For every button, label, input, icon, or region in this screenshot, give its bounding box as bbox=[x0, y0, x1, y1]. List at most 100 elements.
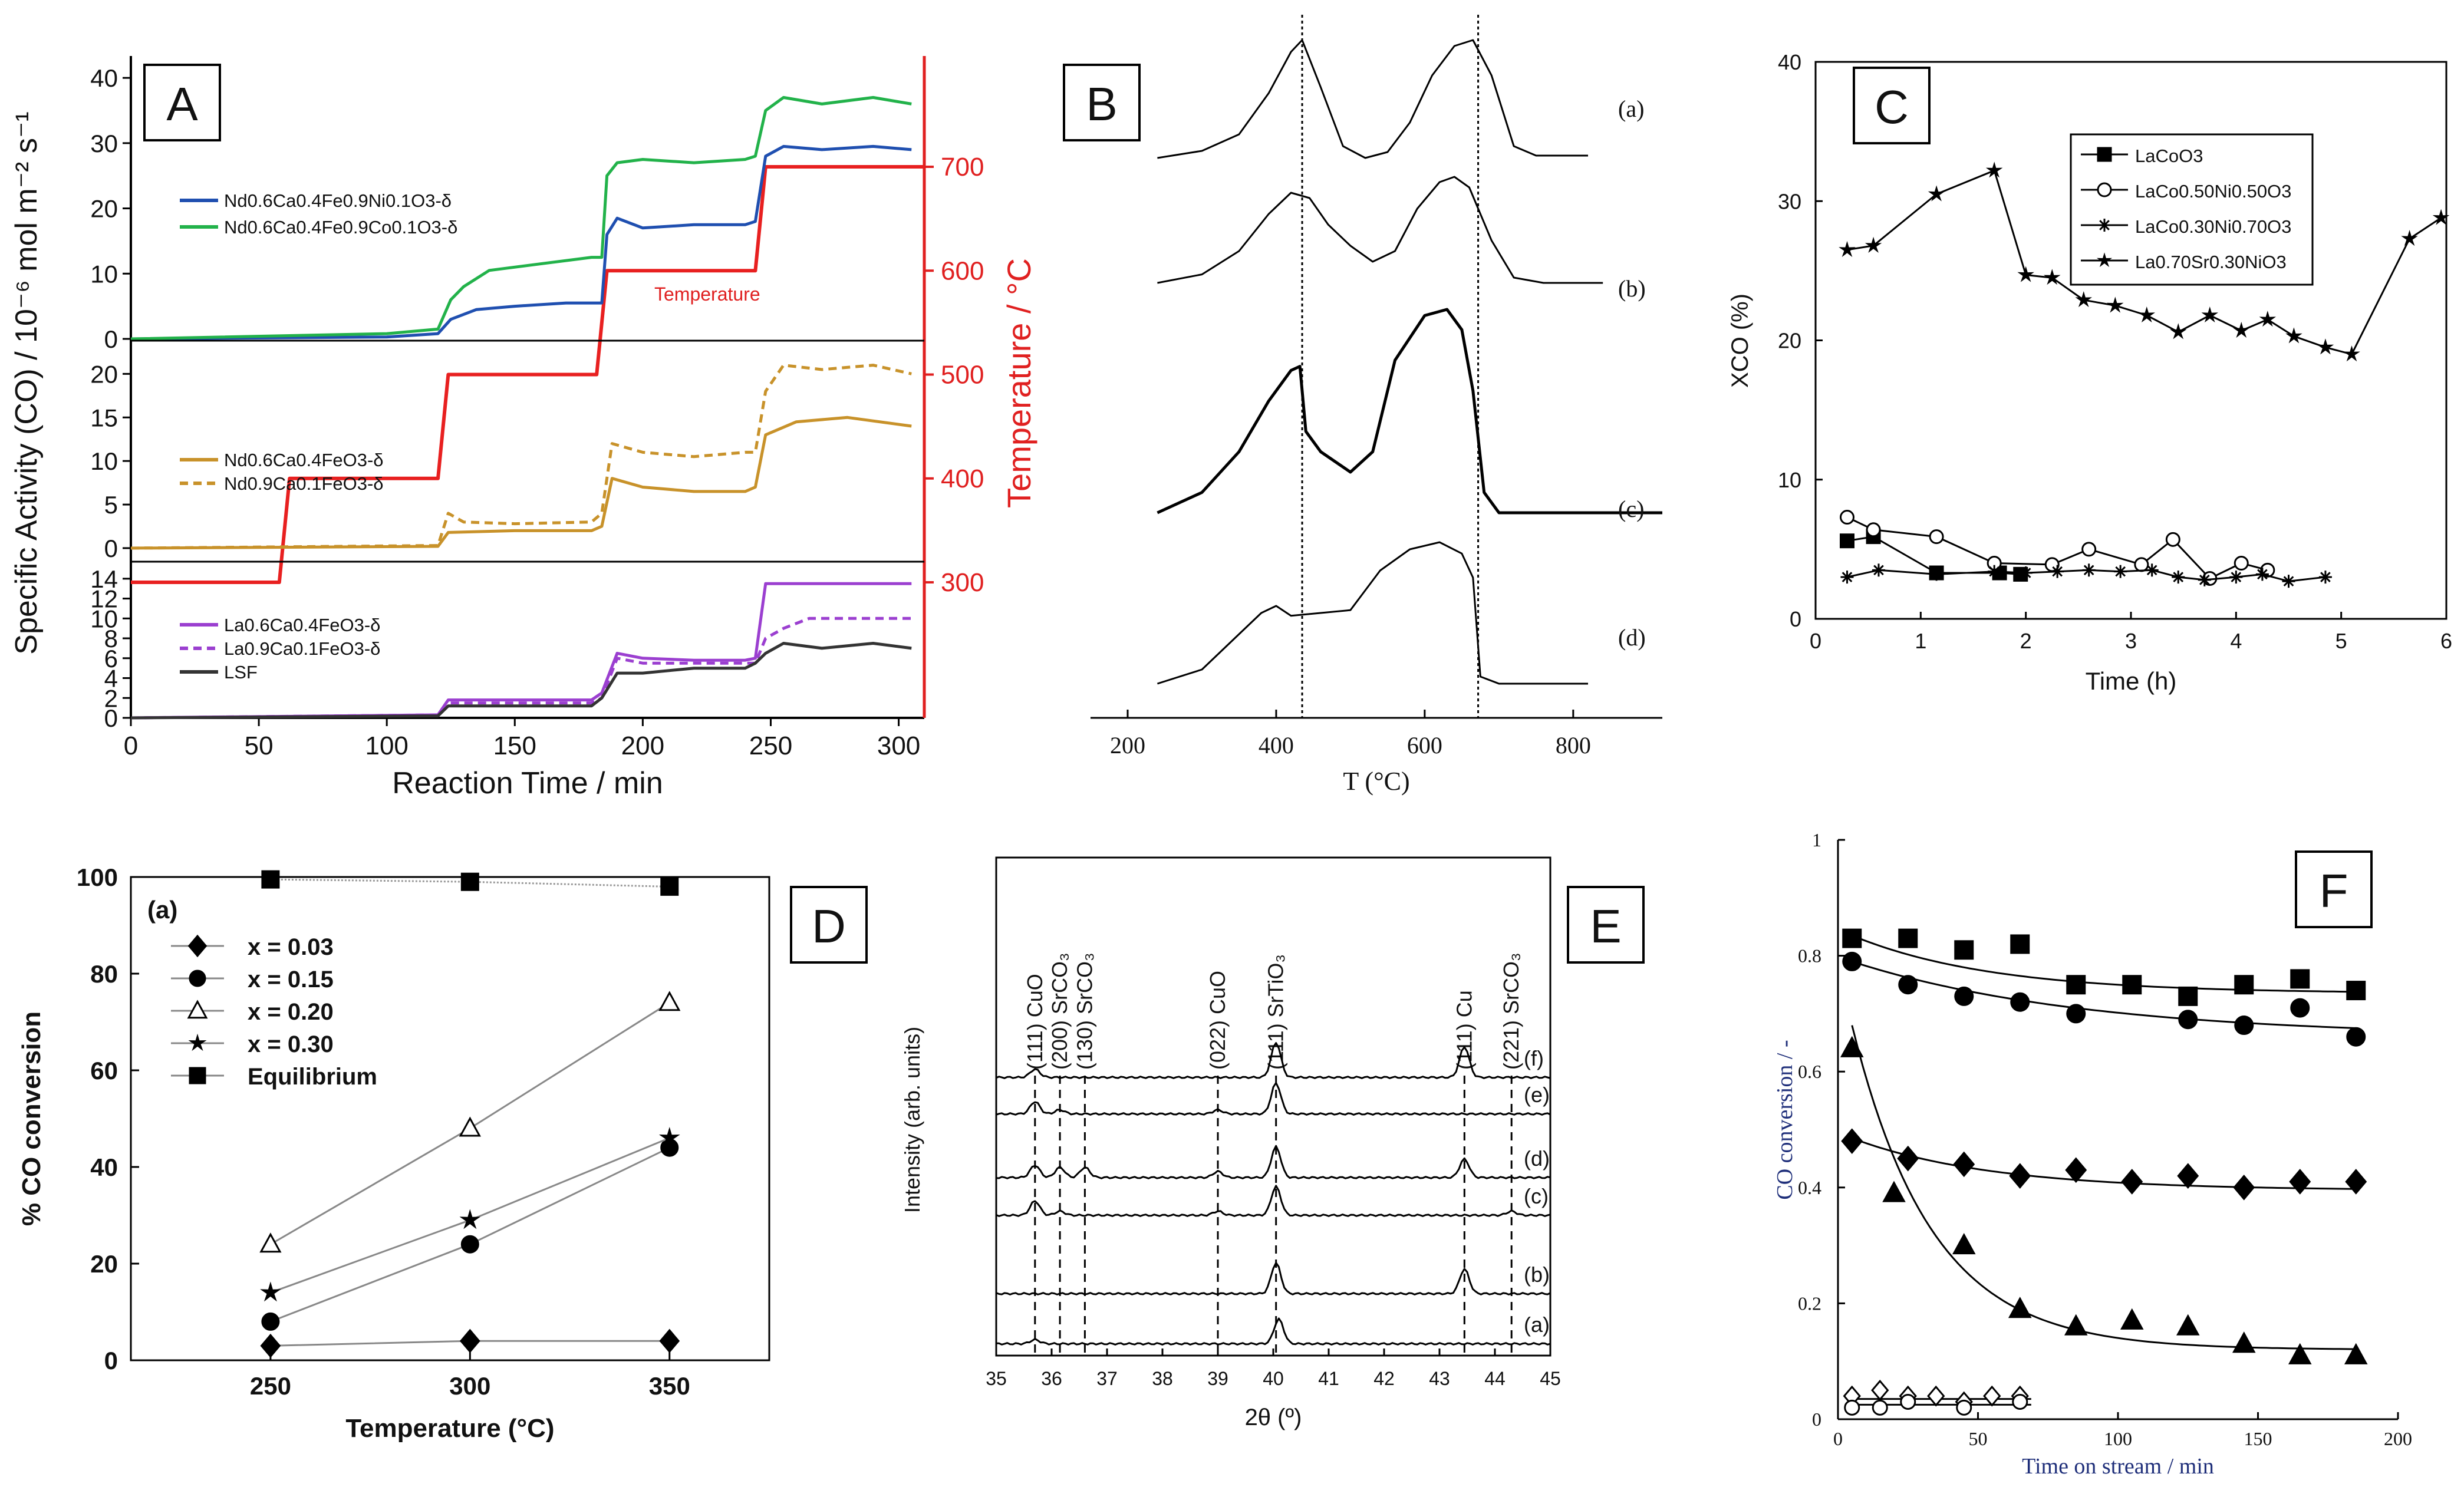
asterisk-stroke bbox=[2173, 572, 2184, 582]
data-point bbox=[1844, 1399, 1860, 1416]
x-tick-label: 0 bbox=[1833, 1428, 1843, 1449]
data-point bbox=[2019, 566, 2033, 580]
data-point bbox=[1988, 565, 2001, 578]
panel-label-box bbox=[2295, 850, 2373, 928]
asterisk-stroke bbox=[2083, 565, 2094, 576]
data-point bbox=[2346, 1027, 2366, 1047]
x-axis-title: Time on stream / min bbox=[2022, 1454, 2214, 1479]
series-line bbox=[130, 144, 912, 341]
data-point bbox=[2234, 1015, 2254, 1036]
x-tick-label: 100 bbox=[365, 731, 408, 760]
y-tick-label: 0.2 bbox=[1798, 1293, 1821, 1314]
series-line bbox=[996, 1317, 1551, 1346]
data-point bbox=[2012, 1394, 2028, 1410]
data-point bbox=[2318, 571, 2332, 584]
peak-label: (111) CuO bbox=[1023, 974, 1047, 1070]
data-point bbox=[1840, 510, 1854, 525]
panel-label: D bbox=[812, 900, 846, 952]
data-point bbox=[2289, 1169, 2311, 1195]
data-point bbox=[2259, 311, 2277, 327]
asterisk-stroke bbox=[2257, 569, 2268, 580]
asterisk-stroke bbox=[2320, 572, 2331, 582]
y-tick-label: 30 bbox=[1778, 189, 1801, 213]
data-point bbox=[1930, 568, 1943, 581]
legend-marker bbox=[2096, 252, 2113, 268]
panel-label: E bbox=[1590, 900, 1621, 952]
data-point bbox=[1898, 928, 1918, 948]
y-tick-label: 20 bbox=[90, 360, 118, 388]
data-point bbox=[460, 1235, 479, 1254]
x-tick-label: 40 bbox=[1263, 1368, 1284, 1389]
peak-label: (221) SrCO₃ bbox=[1499, 952, 1523, 1070]
data-point bbox=[2176, 1314, 2200, 1336]
y-tick-label: 12 bbox=[90, 585, 118, 613]
y-tick-label: 0 bbox=[104, 535, 118, 562]
y-tick-label: 0 bbox=[104, 325, 118, 353]
x-tick-label: 200 bbox=[2384, 1428, 2412, 1449]
legend-label: LaCo0.50Ni0.50O3 bbox=[2135, 181, 2291, 202]
x-tick-label: 0 bbox=[124, 731, 138, 760]
curve-label: (c) bbox=[1524, 1184, 1549, 1208]
data-point bbox=[2064, 1314, 2088, 1336]
data-point bbox=[1882, 1181, 1906, 1202]
x-tick-label: 350 bbox=[649, 1372, 690, 1400]
legend-marker bbox=[187, 1000, 208, 1019]
data-point bbox=[1871, 1379, 1889, 1401]
x-tick-label: 5 bbox=[2335, 629, 2347, 653]
x-tick-label: 42 bbox=[1373, 1368, 1395, 1389]
legend-label: Nd0.6Ca0.4FeO3-δ bbox=[224, 450, 384, 470]
data-point bbox=[2432, 209, 2450, 225]
peak-label: (111) SrTiO₃ bbox=[1264, 954, 1288, 1070]
data-point bbox=[2172, 571, 2185, 584]
y-tick-label: 40 bbox=[90, 64, 118, 92]
curve-label: (c) bbox=[1618, 496, 1644, 522]
data-point bbox=[2066, 1004, 2086, 1024]
panel-label: C bbox=[1875, 81, 1909, 133]
panel-label-box bbox=[790, 886, 868, 964]
data-point bbox=[1956, 1399, 1972, 1416]
data-point bbox=[1897, 1145, 1919, 1172]
series-line bbox=[130, 642, 912, 720]
x-axis-title: Time (h) bbox=[2086, 667, 2177, 695]
temp-tick-label: 700 bbox=[941, 153, 984, 182]
data-point bbox=[2282, 575, 2295, 588]
data-point bbox=[1952, 1232, 1976, 1255]
data-point bbox=[2122, 975, 2142, 995]
curve-label: (a) bbox=[1618, 95, 1644, 122]
asterisk-stroke bbox=[2199, 575, 2210, 585]
data-point bbox=[2120, 1308, 2144, 1330]
asterisk-stroke bbox=[2020, 568, 2031, 578]
data-point bbox=[1842, 951, 1862, 971]
legend-label: LaCoO3 bbox=[2135, 146, 2203, 166]
fit-line bbox=[1851, 1025, 2356, 1350]
x-tick-label: 45 bbox=[1540, 1368, 1561, 1389]
peak-label: (200) SrCO₃ bbox=[1047, 952, 1072, 1070]
legend-label: x = 0.30 bbox=[248, 1031, 334, 1057]
data-point bbox=[2008, 1297, 2032, 1318]
x-tick-label: 200 bbox=[621, 731, 664, 760]
curve-label: (d) bbox=[1618, 624, 1646, 651]
data-point bbox=[2134, 557, 2149, 572]
temp-tick-label: 300 bbox=[941, 568, 984, 597]
legend-label: LaCo0.30Ni0.70O3 bbox=[2135, 216, 2291, 237]
data-point bbox=[2233, 322, 2250, 338]
data-point bbox=[459, 1116, 481, 1137]
series-line bbox=[1157, 541, 1588, 685]
data-point bbox=[2010, 934, 2030, 954]
asterisk-stroke bbox=[2052, 566, 2063, 577]
x-tick-label: 37 bbox=[1096, 1368, 1118, 1389]
curve-label: (b) bbox=[1618, 275, 1646, 302]
asterisk-stroke bbox=[2099, 220, 2110, 230]
series-line bbox=[1157, 308, 1662, 515]
y-tick-label: 10 bbox=[90, 447, 118, 475]
y-tick-label: 6 bbox=[104, 645, 118, 672]
data-point bbox=[1983, 1385, 2001, 1407]
data-point bbox=[2198, 573, 2211, 586]
x-tick-label: 4 bbox=[2230, 629, 2242, 653]
data-point bbox=[2114, 565, 2127, 578]
series-line bbox=[1157, 39, 1588, 159]
legend-label: Nd0.9Ca0.1FeO3-δ bbox=[224, 473, 384, 494]
curve-label: (a) bbox=[1524, 1313, 1550, 1337]
